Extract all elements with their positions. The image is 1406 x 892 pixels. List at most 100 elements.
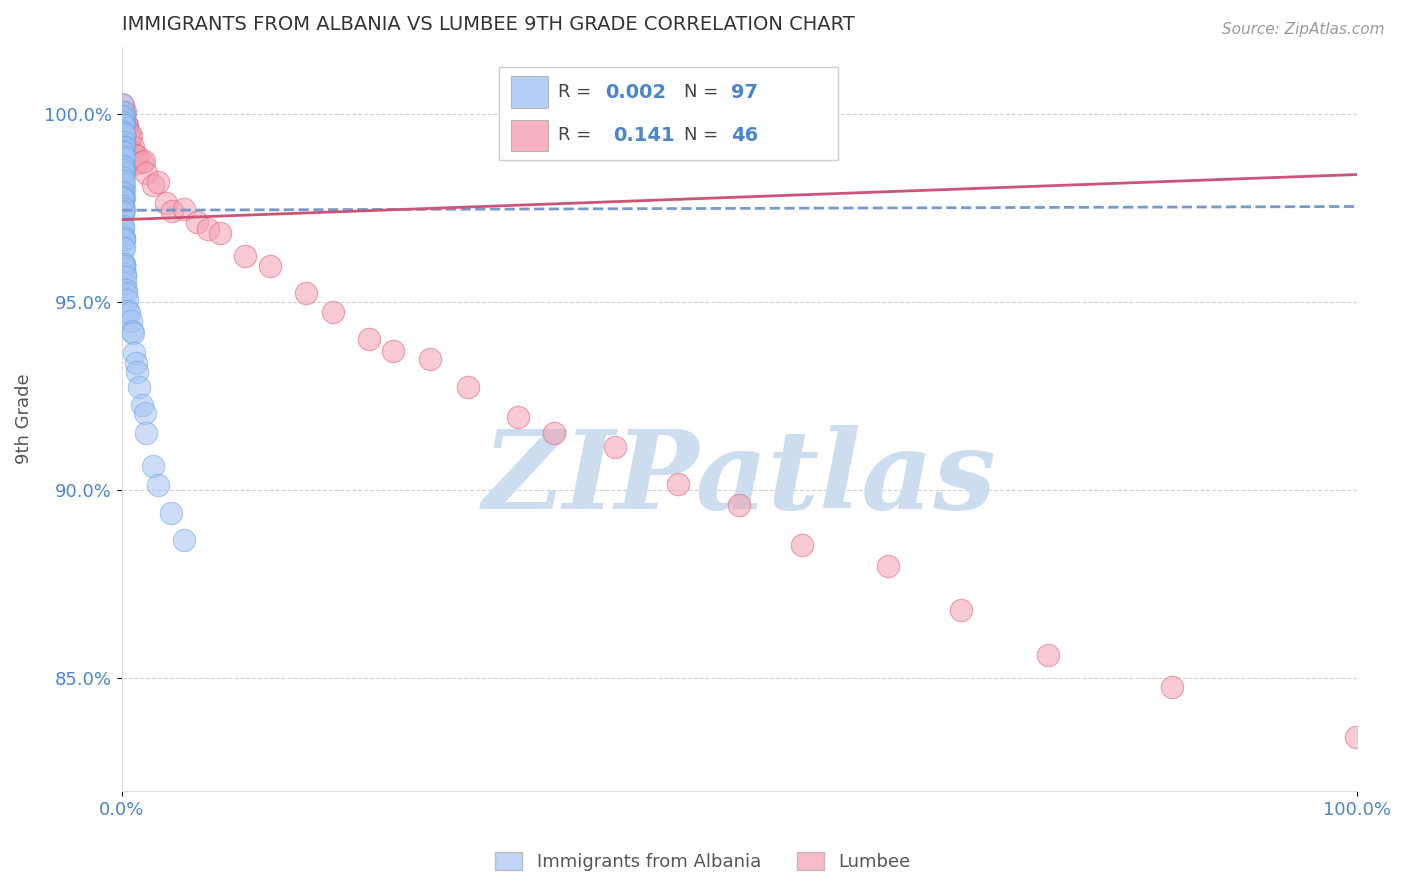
Point [112,162,135,177]
Text: R =: R = [558,127,603,145]
Point [114,270,136,285]
Point [111,96,134,111]
Point [114,105,136,120]
Point [112,129,135,144]
Point [112,234,135,248]
Point [112,109,135,123]
Point [111,170,134,185]
Point [112,174,135,188]
Point [115,119,138,133]
Point [259,260,281,274]
Point [125,155,148,169]
Point [112,241,135,255]
Point [1038,648,1060,663]
Point [666,477,689,491]
Point [419,352,441,367]
Point [115,120,138,135]
Text: IMMIGRANTS FROM ALBANIA VS LUMBEE 9TH GRADE CORRELATION CHART: IMMIGRANTS FROM ALBANIA VS LUMBEE 9TH GR… [122,15,855,34]
Point [112,259,135,273]
Point [111,178,134,193]
Point [111,159,134,173]
Point [112,135,135,149]
Point [173,202,195,216]
Point [115,283,138,297]
Point [543,426,565,441]
Point [131,155,153,169]
Text: 46: 46 [731,126,758,145]
Point [382,344,405,359]
Point [117,121,139,136]
Point [112,118,135,132]
Point [111,128,134,142]
Point [950,603,973,617]
Point [727,498,749,512]
Point [112,231,135,245]
Point [111,199,134,213]
Point [1346,730,1368,744]
Point [233,249,256,263]
Point [111,115,134,129]
Point [111,125,134,139]
Point [112,155,135,169]
Point [111,151,134,165]
Legend: Immigrants from Albania, Lumbee: Immigrants from Albania, Lumbee [488,845,918,879]
Point [112,113,135,128]
Point [876,559,898,574]
Point [122,345,145,359]
Point [117,126,139,140]
Point [135,425,157,440]
Point [111,221,134,235]
Point [120,128,142,142]
Point [148,478,170,492]
Text: N =: N = [683,83,724,101]
Point [112,119,135,133]
Point [111,156,134,170]
Point [117,293,139,307]
Point [132,154,155,169]
Point [112,106,135,120]
Point [322,305,344,319]
Y-axis label: 9th Grade: 9th Grade [15,374,32,465]
Point [160,204,183,219]
Point [114,116,136,130]
Point [121,325,143,339]
Point [134,406,156,420]
FancyBboxPatch shape [499,67,838,160]
Point [155,195,177,210]
Point [112,161,135,175]
Point [111,186,134,200]
Point [118,306,141,320]
Point [112,257,135,271]
Point [111,220,134,235]
Point [111,165,134,179]
Point [112,164,135,178]
Point [146,175,169,189]
Point [111,161,134,176]
Point [112,207,135,221]
Point [122,326,145,340]
Point [111,148,134,162]
Point [197,222,219,236]
Point [112,219,135,233]
Text: 0.002: 0.002 [605,83,666,102]
Point [142,178,165,192]
Point [112,127,135,141]
Point [112,205,135,219]
Point [112,139,135,153]
Point [120,130,142,145]
FancyBboxPatch shape [510,120,548,151]
Point [135,166,157,180]
Point [111,193,134,207]
Point [120,314,142,328]
Point [457,379,479,393]
Text: ZIPatlas: ZIPatlas [482,425,997,533]
Point [111,227,134,242]
Point [111,105,134,120]
Point [111,98,134,112]
Point [112,116,135,130]
Point [111,185,134,199]
Point [111,128,134,143]
Point [790,538,813,552]
Point [112,203,135,218]
Point [112,190,135,204]
